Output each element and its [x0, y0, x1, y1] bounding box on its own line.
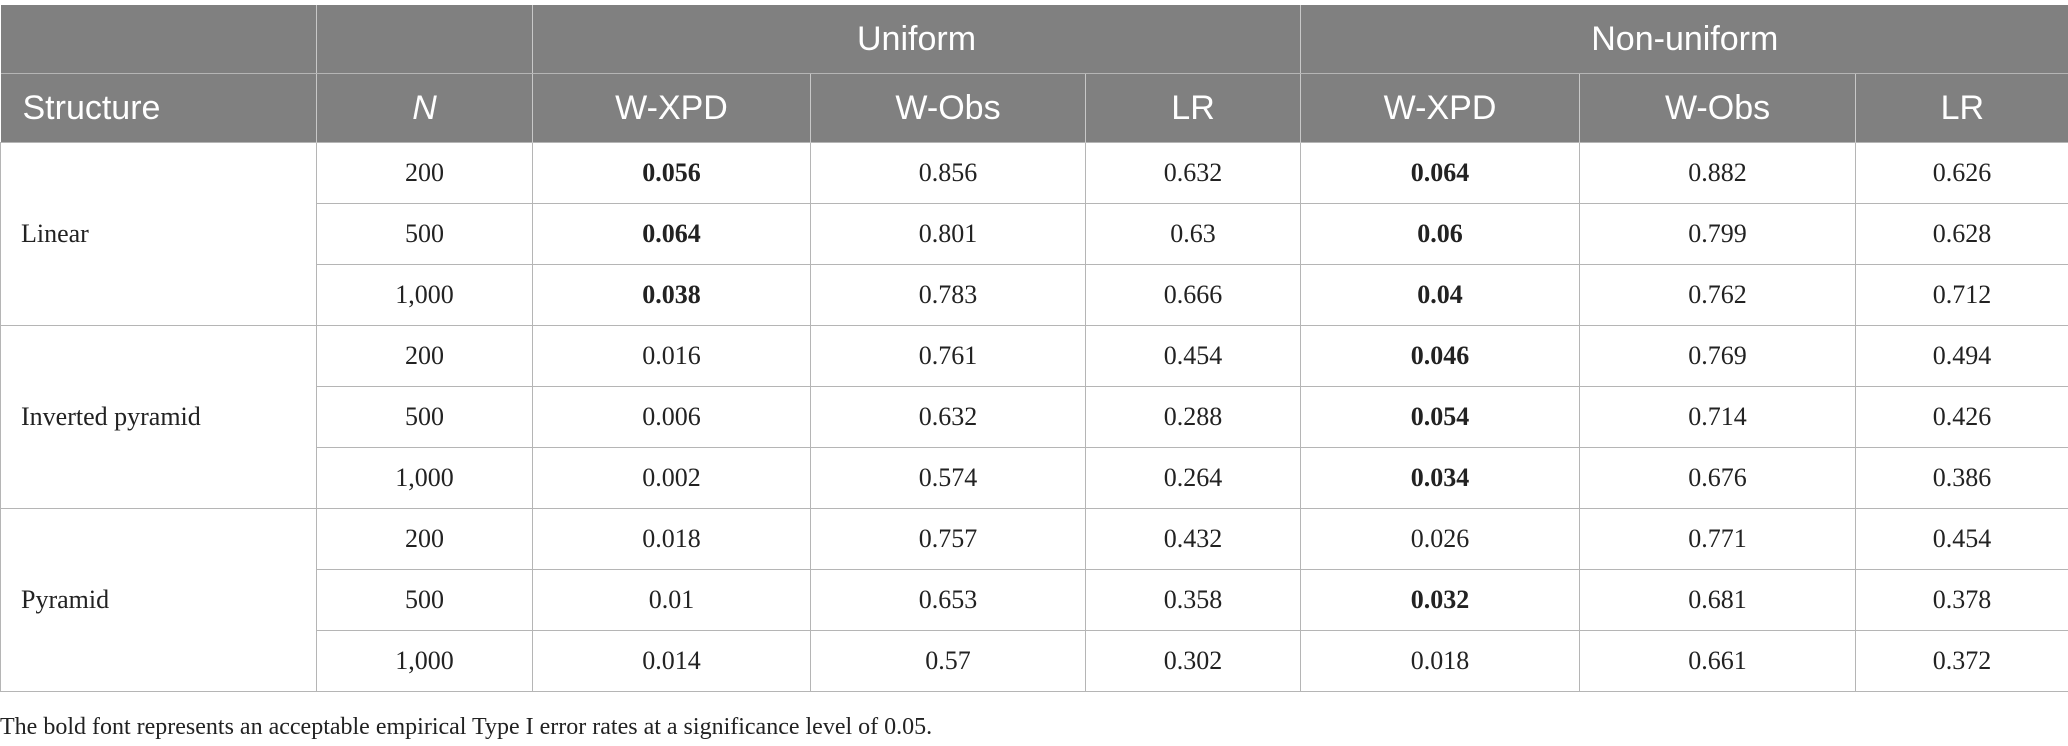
value-cell: 0.046 [1300, 325, 1581, 387]
value-cell: 0.454 [1084, 325, 1302, 387]
n-cell: 200 [316, 325, 533, 387]
value-cell: 0.386 [1855, 447, 2068, 509]
value-cell: 0.882 [1579, 142, 1857, 204]
value-cell: 0.378 [1855, 569, 2068, 631]
value-cell: 0.288 [1084, 386, 1302, 448]
value-cell: 0.064 [532, 203, 811, 265]
value-cell: 0.661 [1579, 630, 1857, 692]
value-cell: 0.358 [1084, 569, 1302, 631]
column-header-non-uniform-lr: LR [1855, 73, 2068, 143]
n-cell: 500 [316, 386, 533, 448]
value-cell: 0.06 [1300, 203, 1581, 265]
n-cell: 1,000 [316, 447, 533, 509]
table-container: Uniform Non-uniform Structure N W-XPD W-… [0, 5, 2068, 692]
column-header-uniform-w-xpd: W-XPD [532, 73, 811, 143]
column-header-row: Structure N W-XPD W-Obs LR W-XPD W-Obs L… [0, 73, 2068, 143]
value-cell: 0.63 [1084, 203, 1302, 265]
value-cell: 0.432 [1084, 508, 1302, 570]
value-cell: 0.054 [1300, 386, 1581, 448]
value-cell: 0.57 [810, 630, 1086, 692]
column-header-uniform-lr: LR [1084, 73, 1301, 143]
table-footnote: The bold font represents an acceptable e… [0, 714, 933, 740]
value-cell: 0.494 [1855, 325, 2068, 387]
value-cell: 0.006 [532, 386, 811, 448]
type-i-error-table: Uniform Non-uniform Structure N W-XPD W-… [0, 5, 2068, 692]
value-cell: 0.761 [810, 325, 1086, 387]
n-cell: 1,000 [316, 264, 533, 326]
value-cell: 0.018 [532, 508, 811, 570]
value-cell: 0.769 [1579, 325, 1857, 387]
table-row: 500 0.006 0.632 0.288 0.054 0.714 0.426 [1, 386, 2068, 448]
value-cell: 0.302 [1084, 630, 1302, 692]
value-cell: 0.712 [1855, 264, 2068, 326]
value-cell: 0.783 [810, 264, 1086, 326]
value-cell: 0.801 [810, 203, 1086, 265]
value-cell: 0.799 [1579, 203, 1857, 265]
structure-cell: Inverted pyramid [0, 325, 317, 509]
column-header-non-uniform-w-obs: W-Obs [1579, 73, 1856, 143]
n-cell: 200 [316, 142, 533, 204]
table-row: Inverted pyramid 200 0.016 0.761 0.454 0.046 0… [0, 325, 2068, 509]
value-cell: 0.064 [1300, 142, 1581, 204]
value-cell: 0.016 [532, 325, 811, 387]
group-header-blank-2 [316, 5, 533, 74]
value-cell: 0.681 [1579, 569, 1857, 631]
value-cell: 0.574 [810, 447, 1086, 509]
value-cell: 0.762 [1579, 264, 1857, 326]
group-header-non-uniform: Non-uniform [1300, 5, 2068, 74]
value-cell: 0.026 [1300, 508, 1581, 570]
value-cell: 0.771 [1579, 508, 1857, 570]
value-cell: 0.626 [1855, 142, 2068, 204]
value-cell: 0.454 [1855, 508, 2068, 570]
n-cell: 500 [316, 569, 533, 631]
value-cell: 0.056 [532, 142, 811, 204]
value-cell: 0.757 [810, 508, 1086, 570]
value-cell: 0.264 [1084, 447, 1302, 509]
table-row: 1,000 0.014 0.57 0.302 0.018 0.661 0.372 [1, 630, 2068, 692]
table-row: Pyramid 200 0.018 0.757 0.432 0.026 0.771 0.454 [0, 508, 2068, 692]
value-cell: 0.038 [532, 264, 811, 326]
value-cell: 0.426 [1855, 386, 2068, 448]
table-row: Linear 200 0.056 0.856 0.632 0.064 0.882 0.626 [0, 142, 2068, 326]
n-cell: 200 [316, 508, 533, 570]
value-cell: 0.002 [532, 447, 811, 509]
group-header-row: Uniform Non-uniform [0, 5, 2068, 74]
value-cell: 0.018 [1300, 630, 1581, 692]
structure-cell: Pyramid [0, 508, 317, 692]
table-body: Linear 200 0.056 0.856 0.632 0.064 0.882 0.626 5… [0, 142, 2068, 692]
table-row: 1,000 0.038 0.783 0.666 0.04 0.762 0.712 [1, 264, 2068, 326]
value-cell: 0.632 [810, 386, 1086, 448]
group-header-blank-1 [0, 5, 317, 74]
column-header-n: N [316, 73, 533, 143]
value-cell: 0.032 [1300, 569, 1581, 631]
value-cell: 0.01 [532, 569, 811, 631]
group-header-uniform: Uniform [531, 5, 1301, 74]
value-cell: 0.666 [1084, 264, 1302, 326]
value-cell: 0.632 [1084, 142, 1302, 204]
value-cell: 0.372 [1855, 630, 2068, 692]
value-cell: 0.04 [1300, 264, 1581, 326]
value-cell: 0.628 [1855, 203, 2068, 265]
value-cell: 0.014 [532, 630, 811, 692]
value-cell: 0.676 [1579, 447, 1857, 509]
value-cell: 0.034 [1300, 447, 1581, 509]
value-cell: 0.714 [1579, 386, 1857, 448]
n-cell: 500 [316, 203, 533, 265]
column-header-uniform-w-obs: W-Obs [810, 73, 1086, 143]
column-header-non-uniform-w-xpd: W-XPD [1300, 73, 1580, 143]
n-cell: 1,000 [316, 630, 533, 692]
structure-cell: Linear [0, 142, 317, 326]
value-cell: 0.856 [810, 142, 1086, 204]
column-header-structure: Structure [0, 73, 317, 143]
value-cell: 0.653 [810, 569, 1086, 631]
table-row: 1,000 0.002 0.574 0.264 0.034 0.676 0.386 [1, 447, 2068, 509]
